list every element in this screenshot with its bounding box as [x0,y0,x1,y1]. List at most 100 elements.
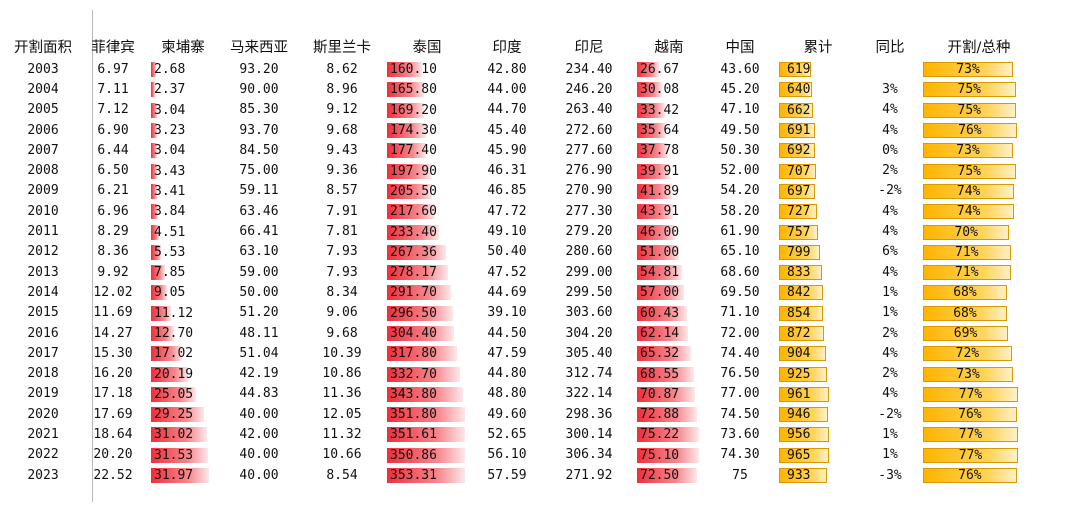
thailand-cell: 350.86 [384,445,470,465]
thailand-value: 296.50 [390,305,437,321]
cambodia-bar [151,346,182,362]
ratio-wrap: 74% [923,183,1035,199]
philippines-cell: 7.12 [97,102,129,118]
vietnam-bar [637,427,699,443]
total-cell: 707 [776,160,860,180]
ratio-value: 76% [958,123,982,139]
ratio-value: 71% [955,265,979,281]
ratio-value: 75% [957,163,981,179]
cambodia-bar [151,102,157,118]
ratio-cell: 76% [920,120,1038,140]
cambodia-wrap: 29.25 [151,406,215,423]
thailand-wrap: 177.40 [387,142,467,159]
thailand-bar [387,427,465,443]
vietnam-value: 70.87 [640,386,680,402]
cambodia-wrap: 3.43 [151,163,215,179]
total-cell: 697 [776,181,860,201]
china-cell: 50.30 [720,142,760,158]
header-cambodia: 柬埔寨 [161,39,205,56]
vietnam-wrap: 70.87 [637,386,701,402]
india-cell: 47.52 [487,264,527,280]
ratio-bar [923,82,1016,98]
thailand-bar [387,163,431,179]
cambodia-wrap: 2.37 [151,81,215,98]
ratio-bar [923,265,1011,281]
yoy-cell: 4% [882,345,898,361]
column-divider [92,10,93,502]
total-wrap: 662 [779,102,857,118]
indonesia-cell: 276.90 [565,163,613,179]
ratio-cell: 77% [920,384,1038,404]
china-cell: 74.40 [720,345,760,361]
ratio-bar [923,447,1018,463]
total-bar [779,82,813,98]
thailand-bar [387,204,435,220]
vietnam-wrap: 72.88 [637,406,701,423]
table-row: 2007 6.44 3.04 84.50 9.43 177.40 45.90 277.60 37… [8,140,1038,160]
ratio-wrap: 76% [923,467,1035,484]
thailand-value: 165.80 [390,82,437,98]
thailand-cell: 177.40 [384,140,470,160]
thailand-wrap: 197.90 [387,163,467,179]
cambodia-bar [151,183,158,199]
table-row: 2020 17.69 29.25 40.00 12.05 351.80 49.60 298.3… [8,404,1038,424]
ratio-cell: 73% [920,59,1038,79]
cambodia-bar [151,427,208,443]
year-cell: 2018 [27,366,59,382]
ratio-bar [923,62,1014,78]
thailand-wrap: 332.70 [387,366,467,382]
indonesia-cell: 306.34 [565,447,613,463]
ratio-cell: 68% [920,303,1038,323]
vietnam-cell: 62.14 [634,323,704,343]
ratio-value: 71% [955,244,979,260]
ratio-cell: 74% [920,201,1038,221]
vietnam-value: 30.08 [640,82,680,98]
yoy-cell: -2% [878,183,902,199]
cambodia-cell: 31.02 [148,424,218,444]
ratio-bar [923,305,1007,321]
philippines-cell: 9.92 [97,264,129,280]
thailand-cell: 160.10 [384,59,470,79]
sri-lanka-cell: 9.68 [326,325,358,341]
india-cell: 45.40 [487,122,527,138]
total-cell: 662 [776,100,860,120]
vietnam-cell: 65.32 [634,343,704,363]
thailand-value: 169.20 [390,102,437,118]
yoy-cell: 4% [882,386,898,402]
china-cell: 49.50 [720,122,760,138]
ratio-value: 74% [956,204,981,220]
ratio-wrap: 75% [923,81,1035,98]
year-cell: 2003 [27,61,59,77]
total-bar [779,123,815,139]
ratio-wrap: 76% [923,406,1035,423]
cambodia-wrap: 31.97 [151,467,215,484]
vietnam-value: 43.91 [640,204,680,220]
vietnam-cell: 72.88 [634,404,704,424]
vietnam-bar [637,366,694,382]
vietnam-wrap: 65.32 [637,345,701,362]
vietnam-value: 26.67 [640,62,680,78]
total-wrap: 842 [779,284,857,301]
sri-lanka-cell: 9.43 [326,142,358,158]
total-wrap: 691 [779,122,857,139]
rubber-tapping-area-table: 开割面积 菲律宾 柬埔寨 马来西亚 斯里兰卡 泰国 印度 印尼 越南 中国 累计… [8,33,1038,485]
india-cell: 57.59 [487,467,527,483]
thailand-bar [387,123,426,139]
china-cell: 76.50 [720,366,760,382]
sri-lanka-cell: 10.66 [322,447,362,463]
india-cell: 56.10 [487,447,527,463]
vietnam-value: 46.00 [640,224,680,240]
ratio-wrap: 75% [923,163,1035,179]
china-cell: 73.60 [720,426,760,442]
cambodia-value: 3.43 [154,163,186,179]
cambodia-wrap: 3.41 [151,183,215,199]
table-row: 2003 6.97 2.68 93.20 8.62 160.10 42.80 234.40 26… [8,59,1038,79]
india-cell: 45.90 [487,142,527,158]
vietnam-wrap: 33.42 [637,102,701,118]
cambodia-cell: 31.53 [148,445,218,465]
vietnam-cell: 72.50 [634,465,704,485]
sri-lanka-cell: 9.12 [326,102,358,118]
vietnam-wrap: 75.22 [637,426,701,443]
ratio-wrap: 77% [923,386,1035,402]
thailand-cell: 267.36 [384,242,470,262]
